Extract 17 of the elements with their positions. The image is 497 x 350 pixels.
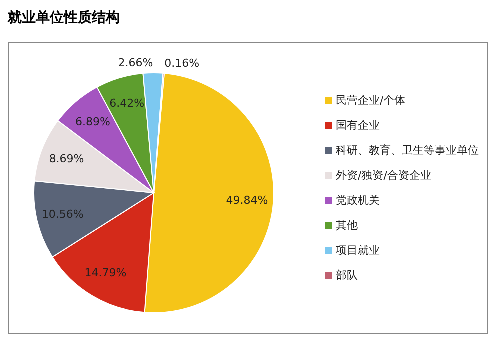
legend-label: 民营企业/个体: [336, 93, 406, 109]
data-label: 6.89%: [76, 116, 110, 128]
legend-label: 外资/独资/合资企业: [336, 168, 432, 184]
legend-label: 党政机关: [336, 193, 380, 209]
legend-label: 项目就业: [336, 243, 380, 259]
data-label: 14.79%: [84, 266, 127, 280]
legend-label: 部队: [336, 268, 358, 284]
data-label: 0.16%: [164, 56, 200, 70]
data-label: 49.84%: [226, 194, 268, 208]
chart-title: 就业单位性质结构: [8, 9, 121, 28]
data-label: 10.56%: [42, 208, 84, 222]
legend-label: 科研、教育、卫生等事业单位: [336, 143, 479, 159]
data-label: 2.66%: [118, 56, 154, 70]
data-label: 6.42%: [110, 96, 145, 110]
data-label: 8.69%: [49, 152, 84, 166]
legend-label: 国有企业: [336, 118, 380, 134]
legend-label: 其他: [336, 218, 358, 234]
